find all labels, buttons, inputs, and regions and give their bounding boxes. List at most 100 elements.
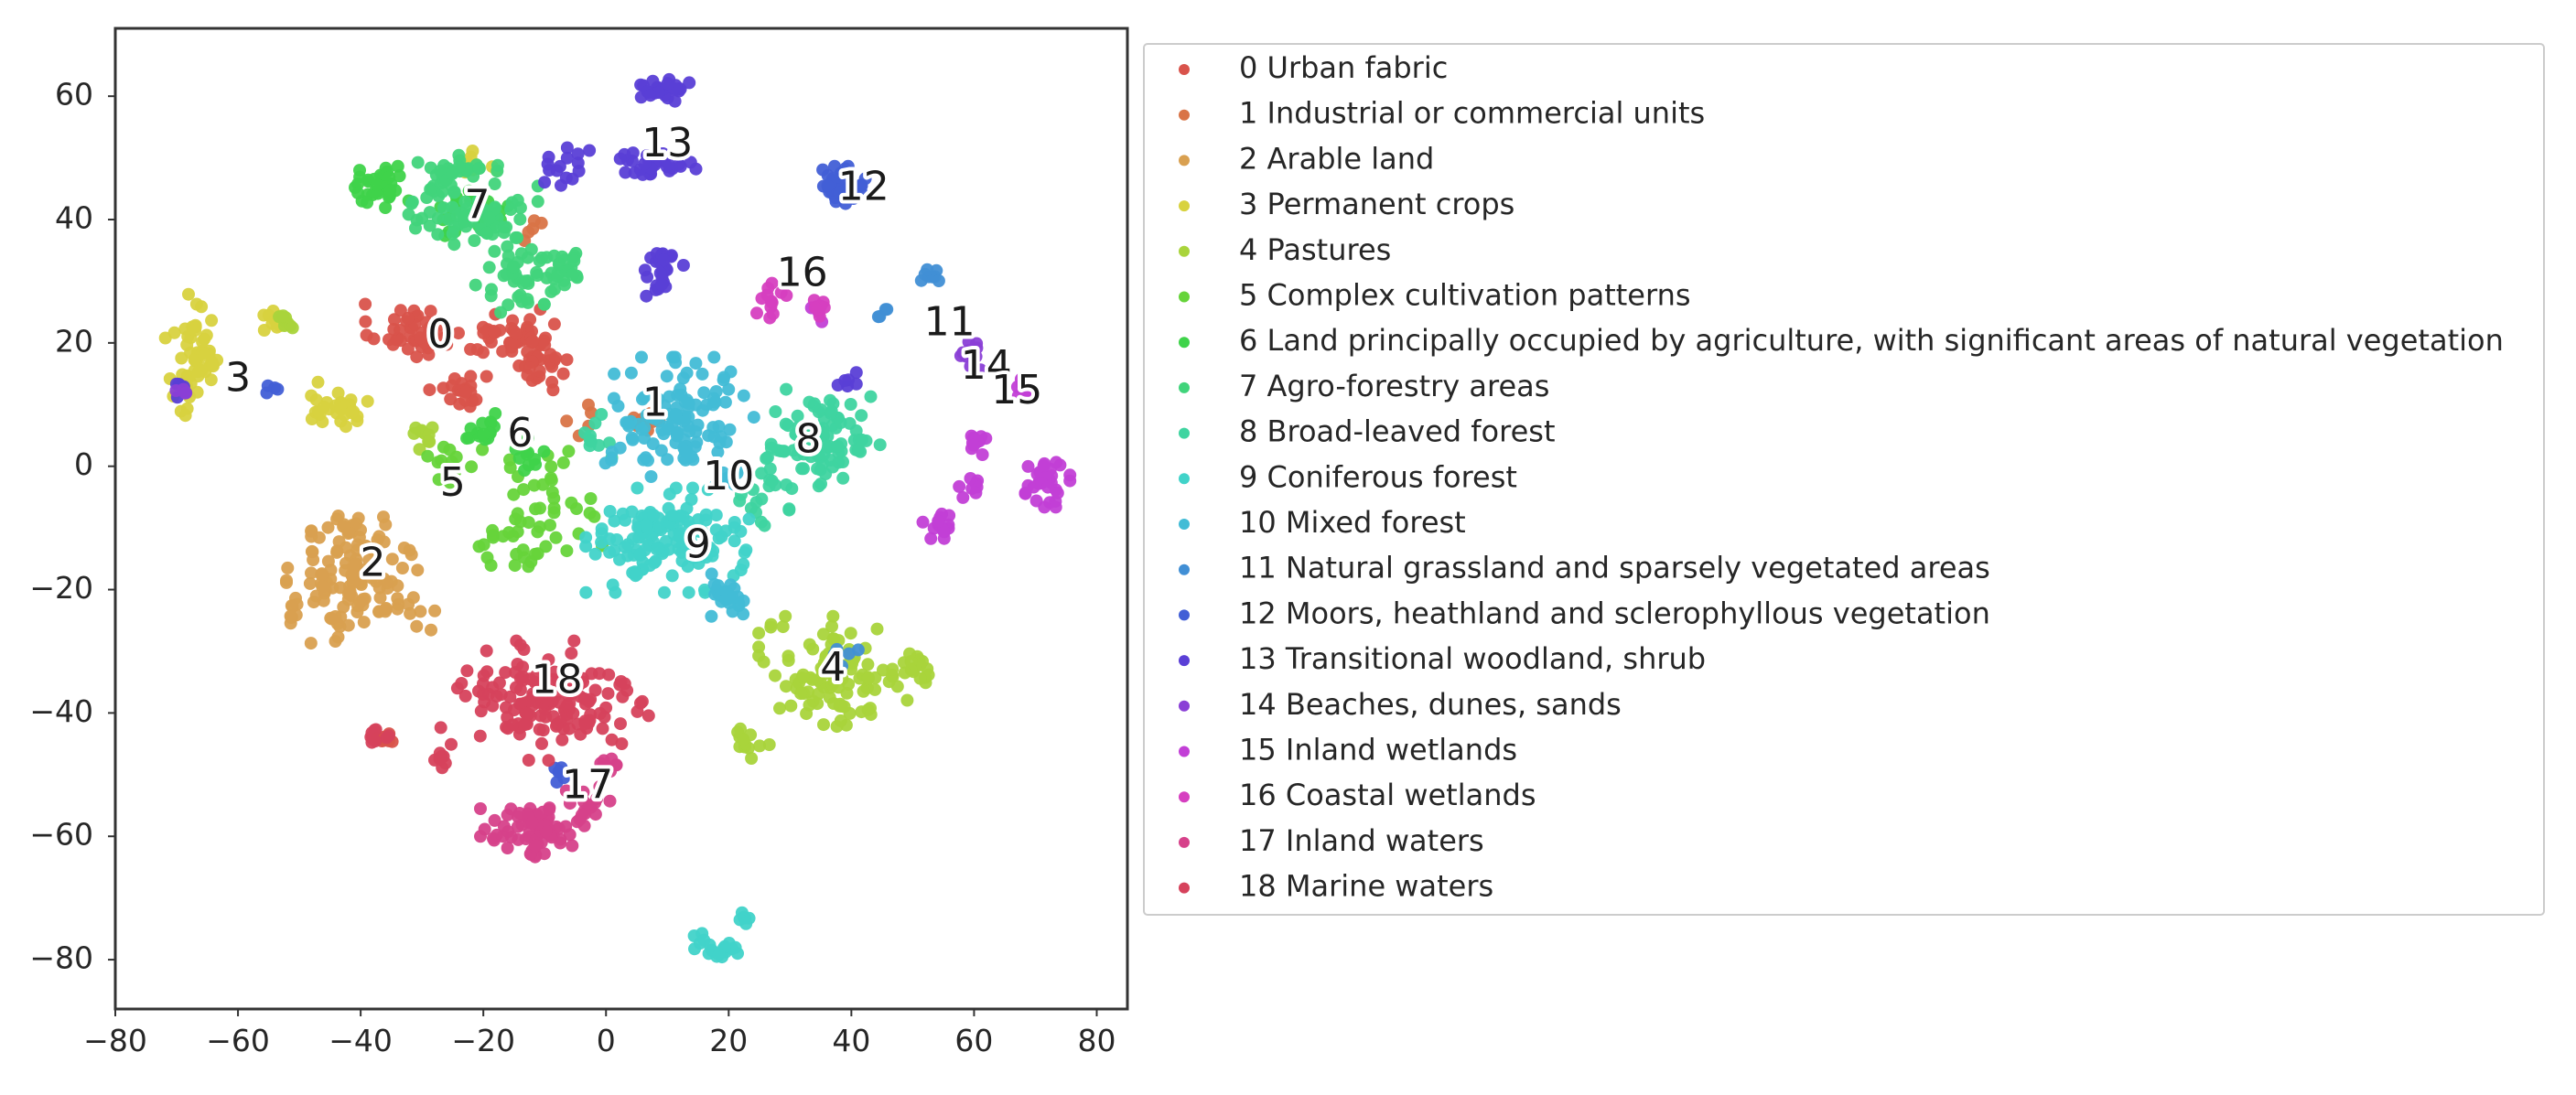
legend-marker-14 [1179, 700, 1190, 712]
data-point-class-9 [728, 516, 741, 529]
legend-marker-13 [1179, 655, 1190, 667]
y-tick-label: −60 [29, 817, 93, 853]
data-point-class-7 [567, 254, 581, 268]
legend-marker-11 [1179, 564, 1190, 575]
data-point-class-4 [769, 669, 781, 682]
data-point-class-8 [797, 447, 811, 461]
data-point-class-18 [554, 674, 567, 688]
data-point-class-4 [827, 674, 841, 688]
data-point-class-13 [619, 166, 632, 179]
data-point-class-8 [780, 382, 793, 396]
data-point-class-2 [332, 535, 346, 549]
data-point-class-2 [317, 594, 330, 607]
legend-marker-7 [1179, 381, 1190, 393]
y-axis-ticks: 60 40 20 0 −20 −40 −60 −80 [29, 77, 115, 976]
data-point-class-4 [737, 733, 750, 746]
data-point-class-7 [551, 270, 565, 284]
x-tick-label: −40 [329, 1023, 393, 1058]
data-point-class-12 [260, 386, 274, 400]
data-point-class-2 [346, 560, 360, 574]
legend-marker-6 [1179, 337, 1190, 349]
data-point-class-17 [575, 808, 588, 821]
data-point-class-0 [414, 331, 426, 345]
data-point-class-7 [446, 227, 459, 241]
data-point-class-5 [524, 555, 538, 569]
data-point-class-5 [465, 460, 479, 474]
data-point-class-8 [831, 439, 845, 453]
data-point-class-7 [423, 219, 437, 232]
data-point-class-9 [603, 505, 617, 518]
data-point-class-17 [525, 816, 539, 830]
cluster-label-17: 17 [562, 761, 613, 808]
data-point-class-4 [276, 309, 290, 323]
data-point-class-17 [511, 820, 524, 833]
data-point-class-7 [558, 278, 571, 292]
x-tick-label: 80 [1077, 1023, 1116, 1058]
data-point-class-12 [839, 197, 852, 210]
data-point-class-7 [402, 208, 415, 221]
data-point-class-0 [496, 345, 510, 359]
data-point-class-13 [638, 157, 652, 170]
data-point-class-7 [437, 201, 450, 215]
cluster-label-1: 1 [642, 379, 668, 425]
data-point-class-7 [482, 211, 496, 225]
data-point-class-8 [797, 462, 810, 476]
data-point-class-4 [762, 738, 776, 751]
data-point-class-15 [1041, 480, 1055, 494]
data-point-class-8 [781, 419, 794, 433]
data-point-class-18 [499, 666, 512, 680]
legend-marker-9 [1179, 473, 1190, 485]
data-point-class-2 [365, 571, 379, 585]
legend-entry-4: 4 Pastures [1239, 232, 1391, 267]
data-point-class-5 [435, 454, 448, 467]
data-point-class-10 [705, 609, 718, 623]
data-point-class-18 [596, 722, 609, 735]
data-point-class-18 [460, 664, 474, 678]
data-point-class-18 [526, 698, 540, 712]
data-point-class-9 [579, 540, 593, 553]
data-point-class-18 [445, 737, 458, 751]
data-point-class-16 [809, 301, 822, 315]
data-point-class-2 [391, 592, 404, 606]
data-point-class-13 [643, 89, 657, 102]
data-point-class-2 [381, 576, 394, 590]
data-point-class-4 [861, 658, 875, 671]
data-point-class-18 [510, 681, 523, 694]
data-point-class-16 [774, 285, 788, 299]
data-point-class-0 [523, 313, 537, 327]
data-point-class-8 [855, 433, 868, 446]
data-point-class-18 [560, 712, 574, 725]
data-point-class-13 [560, 151, 574, 165]
data-point-class-10 [697, 386, 711, 400]
legend-frame [1143, 43, 2545, 916]
data-point-class-9 [686, 525, 700, 539]
legend-entry-17: 17 Inland waters [1239, 823, 1484, 858]
data-point-class-2 [304, 637, 318, 650]
data-point-class-16 [760, 288, 774, 302]
data-point-class-12 [833, 186, 846, 199]
data-point-class-9 [659, 534, 673, 548]
data-point-class-5 [529, 502, 543, 516]
data-point-class-11 [835, 660, 848, 673]
data-point-class-18 [366, 733, 380, 746]
data-point-class-8 [583, 439, 597, 453]
legend-entry-6: 6 Land principally occupied by agricultu… [1239, 323, 2504, 358]
data-point-class-9 [652, 521, 666, 534]
data-point-class-4 [877, 663, 889, 677]
data-point-class-4 [825, 619, 838, 633]
data-point-class-10 [708, 395, 722, 409]
data-point-class-4 [900, 693, 914, 707]
data-point-class-7 [544, 284, 558, 298]
data-point-class-9 [588, 547, 602, 561]
data-point-class-10 [624, 414, 638, 428]
data-point-class-5 [516, 543, 530, 557]
data-point-class-0 [523, 361, 536, 375]
data-point-class-3 [182, 287, 195, 301]
data-point-class-9 [658, 585, 671, 599]
data-point-class-9 [676, 510, 690, 523]
data-point-class-6 [361, 196, 374, 209]
data-point-class-15 [924, 531, 938, 545]
legend-entry-11: 11 Natural grassland and sparsely vegeta… [1239, 551, 1990, 585]
legend-entry-16: 16 Coastal wetlands [1239, 778, 1536, 812]
